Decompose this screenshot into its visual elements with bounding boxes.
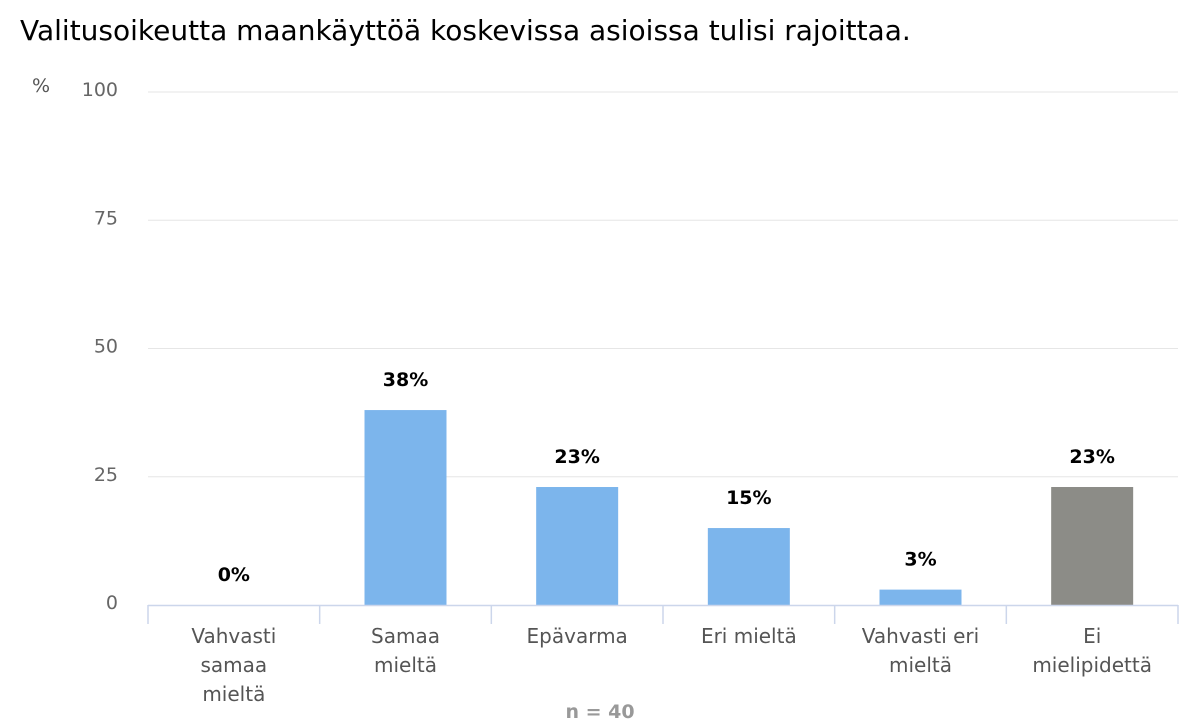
bar (879, 589, 962, 605)
data-label: 0% (218, 564, 250, 586)
y-tick-label: 25 (94, 464, 118, 486)
x-tick-label-line: Eri mieltä (701, 624, 797, 648)
sample-size-note: n = 40 (565, 701, 634, 723)
x-tick-label: Ei mielipidettä (1032, 624, 1152, 677)
y-tick-label: 100 (82, 79, 118, 101)
gridlines (148, 91, 1178, 478)
y-axis-ticks: 0 25 50 75 100 (82, 79, 118, 614)
y-tick-label: 75 (94, 207, 118, 229)
x-tick-label: Eri mieltä (701, 624, 797, 648)
x-axis (147, 604, 1179, 624)
y-tick-label: 50 (94, 336, 118, 358)
x-tick-label-line: Ei (1083, 624, 1101, 648)
bar (364, 410, 447, 605)
x-tick-label-line: Vahvasti eri (862, 624, 979, 648)
data-label: 3% (904, 549, 936, 571)
x-tick-label: Samaa mieltä (371, 624, 440, 677)
x-tick-label-line: mieltä (202, 682, 265, 706)
x-tick-label-line: Epävarma (527, 624, 628, 648)
x-tick-label-line: Samaa (371, 624, 440, 648)
data-label: 23% (554, 446, 599, 468)
data-labels: 0% 38% 23% 15% 3% 23% (218, 369, 1115, 586)
x-axis-labels: Vahvasti samaa mieltä Samaa mieltä Epävarma Er… (191, 624, 1152, 706)
x-tick-label: Vahvasti eri mieltä (862, 624, 979, 677)
x-tick-label: Vahvasti samaa mieltä (191, 624, 276, 706)
x-tick-label-line: mieltä (889, 653, 952, 677)
x-tick-label-line: samaa (200, 653, 267, 677)
bar (1051, 487, 1134, 605)
bar (536, 487, 619, 605)
x-tick-label-line: mielipidettä (1032, 653, 1152, 677)
data-label: 15% (726, 487, 771, 509)
x-tick-label: Epävarma (527, 624, 628, 648)
chart-title: Valitusoikeutta maankäyttöä koskevissa a… (20, 14, 911, 47)
bars (364, 410, 1134, 605)
x-tick-label-line: mieltä (374, 653, 437, 677)
y-tick-label: 0 (106, 592, 118, 614)
x-tick-label-line: Vahvasti (191, 624, 276, 648)
data-label: 23% (1069, 446, 1114, 468)
y-axis-unit: % (32, 75, 50, 97)
data-label: 38% (383, 369, 428, 391)
bar (707, 528, 790, 605)
